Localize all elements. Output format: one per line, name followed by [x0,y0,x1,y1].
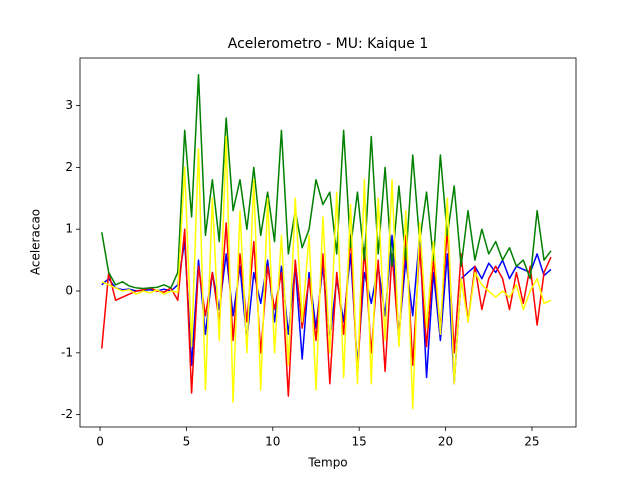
y-axis-label: Aceleracao [29,209,43,275]
y-tick-label: 1 [65,222,73,236]
x-tick-label: 15 [352,435,367,449]
y-tick-label: 3 [65,98,73,112]
y-tick-label: 2 [65,160,73,174]
y-tick-label: 0 [65,284,73,298]
x-tick-label: 20 [438,435,453,449]
x-tick-label: 0 [96,435,104,449]
y-tick-label: -2 [61,407,73,421]
data-line [101,234,552,385]
y-tick-label: -1 [61,345,73,359]
data-line [101,73,552,290]
x-tick-label: 5 [183,435,191,449]
x-axis-label: Tempo [307,456,347,470]
x-tick-label: 25 [524,435,539,449]
data-line [101,135,552,410]
chart-title: Acelerometro - MU: Kaique 1 [228,36,429,52]
axes-frame [79,57,577,428]
x-tick-label: 10 [265,435,280,449]
